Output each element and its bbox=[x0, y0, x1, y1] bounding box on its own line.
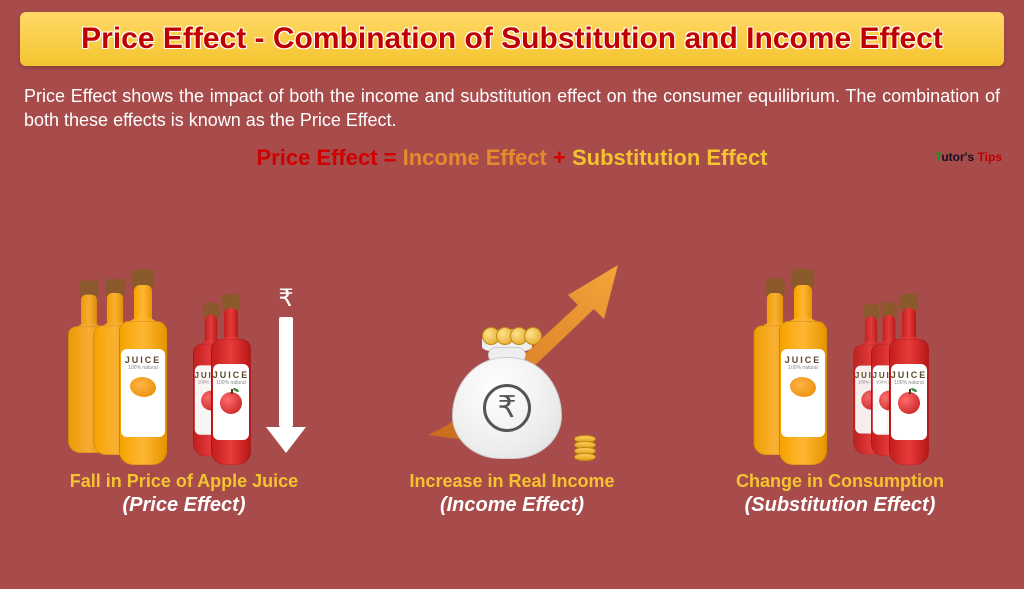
page-title: Price Effect - Combination of Substituti… bbox=[40, 22, 984, 56]
mango-icon bbox=[130, 377, 156, 397]
apple-juice-bottle: JUICE100% natural bbox=[208, 291, 254, 465]
apple-icon bbox=[898, 392, 920, 414]
apple-juice-bottle: JUICE100% natural bbox=[886, 291, 932, 465]
title-bar: Price Effect - Combination of Substituti… bbox=[20, 12, 1004, 66]
equation: Price Effect = Income Effect + Substitut… bbox=[0, 145, 1024, 171]
captions-row: Fall in Price of Apple Juice (Price Effe… bbox=[0, 465, 1024, 517]
equation-income: Income Effect bbox=[403, 145, 547, 170]
equation-lhs: Price Effect bbox=[256, 145, 377, 170]
panel-substitution-effect: JUICE100% natural JUICE100% natural JUIC… bbox=[676, 245, 1004, 465]
rupee-icon: ₹ bbox=[483, 384, 531, 432]
panel-income-effect: ₹ bbox=[348, 245, 676, 465]
money-bag-icon: ₹ bbox=[452, 329, 562, 459]
apple-icon bbox=[220, 392, 242, 414]
coin-stack-icon bbox=[574, 437, 596, 461]
panel-price-effect: JUICE100% natural JUICE100% natural JUIC… bbox=[20, 245, 348, 465]
panels-row: JUICE100% natural JUICE100% natural JUIC… bbox=[0, 175, 1024, 465]
caption-income-effect: Increase in Real Income (Income Effect) bbox=[348, 471, 676, 517]
caption-substitution-effect: Change in Consumption (Substitution Effe… bbox=[676, 471, 1004, 517]
equation-substitution: Substitution Effect bbox=[572, 145, 768, 170]
description-text: Price Effect shows the impact of both th… bbox=[0, 76, 1024, 139]
brand-logo: Tutor's Tips bbox=[935, 150, 1002, 164]
mango-juice-bottle: JUICE100% natural bbox=[116, 265, 170, 465]
mango-juice-bottle: JUICE100% natural bbox=[776, 265, 830, 465]
rupee-icon: ₹ bbox=[278, 284, 293, 313]
mango-icon bbox=[790, 377, 816, 397]
price-fall-arrow: ₹ bbox=[266, 284, 306, 453]
caption-price-effect: Fall in Price of Apple Juice (Price Effe… bbox=[20, 471, 348, 517]
